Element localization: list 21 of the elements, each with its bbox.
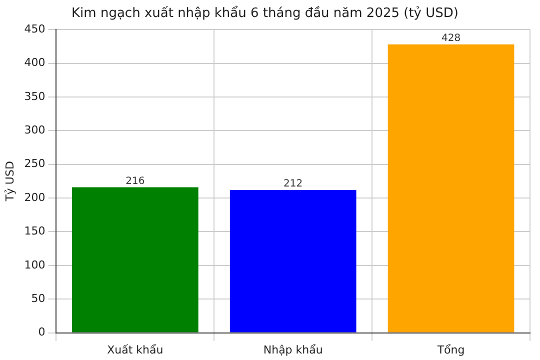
y-tick-label: 200	[24, 190, 46, 204]
bar	[230, 190, 356, 332]
x-tick-label: Nhập khẩu	[263, 343, 323, 356]
bar	[388, 44, 514, 332]
y-tick-label: 0	[38, 326, 46, 339]
y-tick-label: 400	[24, 56, 46, 70]
y-tick-label: 300	[24, 124, 46, 137]
y-axis-title: Tỷ USD	[3, 161, 16, 202]
data-label: 212	[284, 178, 303, 190]
bar	[72, 187, 198, 332]
y-tick-label: 250	[24, 157, 46, 170]
y-tick-label: 100	[24, 258, 46, 272]
data-label: 216	[126, 176, 145, 187]
chart-title: Kim ngạch xuất nhập khẩu 6 tháng đầu năm 2025 (tỷ USD)	[72, 5, 458, 22]
y-tick-label: 350	[24, 90, 46, 103]
x-tick-label: Tổng	[436, 343, 465, 356]
y-tick-label: 150	[24, 224, 46, 238]
x-tick-label: Xuất khẩu	[107, 343, 164, 356]
y-tick-label: 50	[31, 292, 46, 305]
y-tick-label: 450	[24, 22, 46, 36]
data-label: 428	[441, 33, 461, 44]
